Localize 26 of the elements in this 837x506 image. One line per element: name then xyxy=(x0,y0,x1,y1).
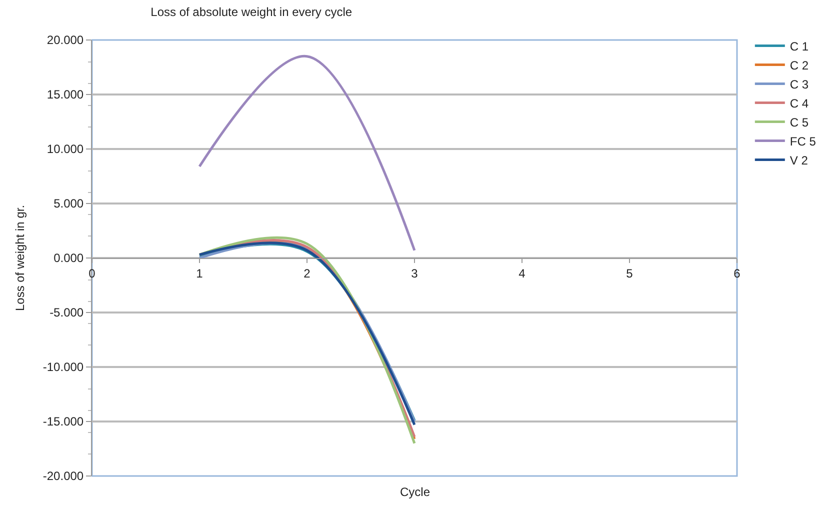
y-tick-label: 20.000 xyxy=(46,33,84,48)
y-tick-label: 15.000 xyxy=(46,88,84,102)
legend-label: V 2 xyxy=(790,153,808,168)
legend-label: FC 5 xyxy=(790,134,816,148)
y-tick-label: -15.000 xyxy=(42,414,84,429)
y-tick-label: -20.000 xyxy=(42,469,84,484)
legend-label: C 4 xyxy=(790,96,809,110)
legend-label: C 3 xyxy=(790,77,809,92)
x-axis-title: Cycle xyxy=(400,485,430,499)
x-tick-label: 4 xyxy=(518,266,526,280)
x-tick-label: 1 xyxy=(196,266,204,280)
x-tick-label: 3 xyxy=(411,266,418,280)
x-tick-label: 2 xyxy=(304,266,311,280)
y-tick-label: -10.000 xyxy=(42,360,84,374)
legend-label: C 5 xyxy=(790,115,809,130)
x-tick-label: 6 xyxy=(734,266,741,280)
x-tick-label: 0 xyxy=(88,266,96,280)
legend-label: C 1 xyxy=(790,39,809,54)
y-tick-label: -5.000 xyxy=(50,306,84,320)
chart-title: Loss of absolute weight in every cycle xyxy=(150,4,352,19)
legend-label: C 2 xyxy=(790,58,809,72)
y-tick-label: 10.000 xyxy=(46,142,84,156)
x-tick-label: 5 xyxy=(626,266,634,280)
y-axis-title: Loss of weight in gr. xyxy=(13,204,28,312)
y-tick-label: 5.000 xyxy=(54,196,84,211)
y-tick-label: 0.000 xyxy=(54,251,84,266)
